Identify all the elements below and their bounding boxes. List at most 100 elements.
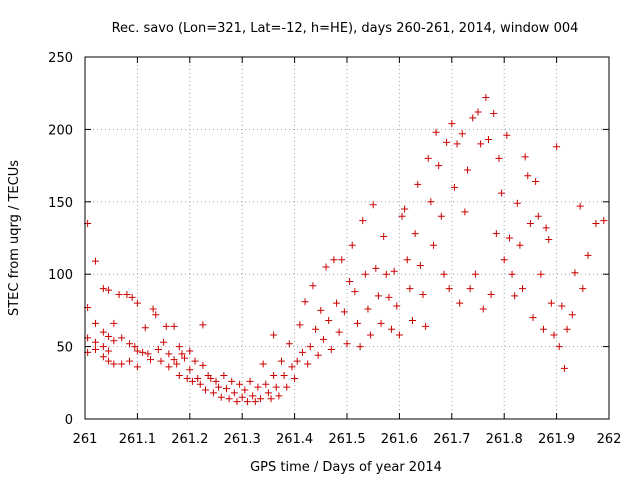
data-point (330, 256, 338, 264)
data-point (175, 343, 183, 351)
data-point (367, 331, 375, 339)
data-point (126, 357, 134, 365)
x-tick-label: 261.2 (171, 432, 208, 447)
data-point (458, 130, 466, 138)
data-point (133, 299, 141, 307)
data-point (343, 340, 351, 348)
data-point (424, 154, 432, 162)
data-point (495, 154, 503, 162)
data-point (202, 386, 210, 394)
data-point (550, 331, 558, 339)
data-point (464, 166, 472, 174)
data-point (110, 319, 118, 327)
data-point (118, 334, 126, 342)
data-point (91, 257, 99, 265)
data-point (128, 293, 136, 301)
data-point (592, 220, 600, 228)
data-point (275, 392, 283, 400)
data-point (560, 364, 568, 372)
chart-title: Rec. savo (Lon=321, Lat=-12, h=HE), days… (112, 21, 579, 36)
data-point (199, 361, 207, 369)
data-point (105, 332, 113, 340)
y-tick-label: 150 (48, 196, 73, 211)
x-tick-label: 262 (597, 432, 622, 447)
data-point (215, 383, 223, 391)
y-axis-label: STEC from uqrg / TECUs (7, 160, 22, 316)
data-point (186, 347, 194, 355)
data-point (207, 374, 215, 382)
data-point (558, 302, 566, 310)
data-point (600, 217, 608, 225)
data-point (196, 380, 204, 388)
data-point (364, 305, 372, 313)
data-point (443, 138, 451, 146)
y-tick-label: 100 (48, 268, 73, 283)
data-point (524, 172, 532, 180)
data-point (233, 398, 241, 406)
data-point (448, 120, 456, 128)
data-point (521, 153, 529, 161)
data-point (419, 290, 427, 298)
x-tick-label: 261.6 (381, 432, 418, 447)
data-point (272, 383, 280, 391)
data-point (395, 331, 403, 339)
data-point (154, 345, 162, 353)
data-point (532, 178, 540, 186)
data-point (372, 264, 380, 272)
data-point (584, 251, 592, 259)
data-point (141, 324, 149, 332)
data-point (262, 380, 270, 388)
data-point (110, 337, 118, 345)
data-point (513, 199, 521, 207)
data-point (209, 389, 217, 397)
x-tick-label: 261.5 (328, 432, 365, 447)
data-point (482, 94, 490, 102)
data-point (133, 347, 141, 355)
data-point (327, 345, 335, 353)
data-point (492, 230, 500, 238)
data-point (348, 241, 356, 249)
data-point (319, 335, 327, 343)
data-point (99, 328, 107, 336)
data-point (230, 389, 238, 397)
data-point (456, 299, 464, 307)
data-point (118, 360, 126, 368)
data-point (285, 340, 293, 348)
data-point (99, 353, 107, 361)
data-point (555, 343, 563, 351)
data-point (317, 306, 325, 314)
data-point (545, 235, 553, 243)
data-point (382, 270, 390, 278)
data-point (131, 343, 139, 351)
data-point (487, 290, 495, 298)
data-point (576, 202, 584, 210)
data-point (212, 377, 220, 385)
data-point (422, 322, 430, 330)
data-point (280, 372, 288, 380)
data-point (91, 319, 99, 327)
x-tick-label: 261.1 (119, 432, 156, 447)
data-point (110, 360, 118, 368)
y-tick-label: 250 (48, 51, 73, 66)
data-point (126, 340, 134, 348)
data-point (162, 322, 170, 330)
data-point (380, 233, 388, 241)
data-point (505, 234, 513, 242)
data-point (99, 343, 107, 351)
data-point (429, 241, 437, 249)
data-point (301, 298, 309, 306)
data-point (579, 285, 587, 293)
data-point (175, 372, 183, 380)
data-point (409, 317, 416, 325)
data-point (471, 270, 479, 278)
data-point (217, 393, 225, 401)
y-tick-label: 0 (65, 413, 73, 428)
x-tick-label: 261.3 (224, 432, 261, 447)
data-point (516, 241, 524, 249)
data-point (91, 338, 99, 346)
x-tick-label: 261.8 (486, 432, 523, 447)
data-point (220, 372, 228, 380)
data-point (490, 109, 498, 117)
x-tick-label: 261.4 (276, 432, 313, 447)
data-point (498, 189, 506, 197)
